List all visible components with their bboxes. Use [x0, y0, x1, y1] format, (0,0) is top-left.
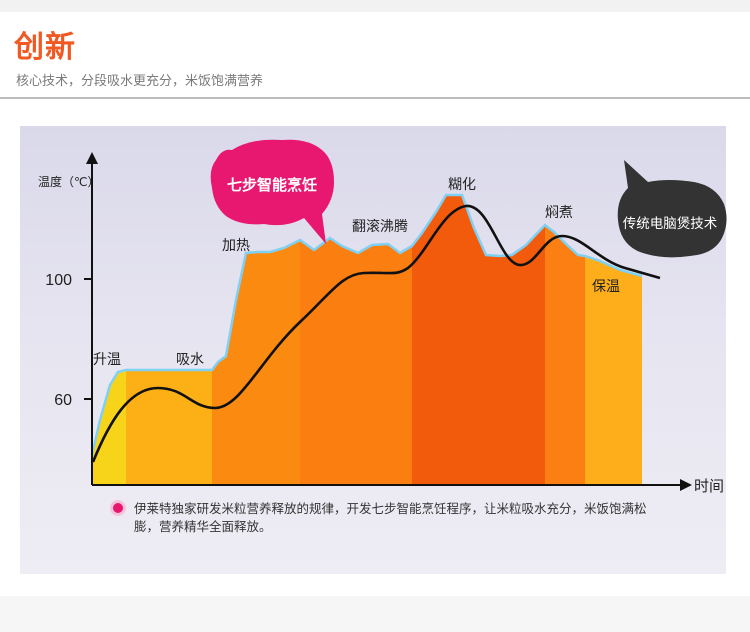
stage-label-rise: 升温 — [93, 352, 121, 368]
y-tick-label-100: 100 — [45, 272, 72, 289]
stage-label-boil: 翻滚沸腾 — [352, 218, 408, 235]
temperature-outline — [90, 193, 643, 456]
stage-area-simmer — [545, 225, 585, 484]
pink-bubble-text: 七步智能烹饪 — [227, 176, 317, 194]
pink-bubble: 七步智能烹饪 — [210, 139, 334, 244]
stage-area-boil — [300, 238, 412, 484]
x-axis-label: 时间 — [694, 477, 724, 495]
dark-bubble: 传统电脑煲技术 — [617, 160, 727, 258]
stage-label-heat: 加热 — [222, 238, 250, 254]
y-axis-arrow — [86, 152, 98, 164]
chart-caption: 伊莱特独家研发米粒营养释放的规律，开发七步智能烹饪程序，让米粒吸水充分，米饭饱满… — [134, 501, 647, 534]
bottom-band — [0, 596, 750, 632]
dark-bubble-text: 传统电脑煲技术 — [623, 215, 718, 232]
y-tick-label-60: 60 — [54, 392, 72, 409]
page-subtitle: 核心技术，分段吸水更充分，米饭饱满营养 — [16, 74, 264, 89]
bullet-icon — [113, 503, 123, 513]
stage-label-keepwarm: 保温 — [592, 279, 620, 295]
stage-area-gelatinize — [412, 195, 545, 484]
header-divider — [0, 97, 750, 99]
stage-label-absorb: 吸水 — [176, 352, 204, 368]
stage-area-keepwarm — [585, 256, 642, 484]
page-title: 创新 — [14, 30, 76, 65]
x-axis-arrow — [680, 479, 692, 491]
stage-area-absorb — [126, 370, 212, 484]
stage-area-heat — [212, 240, 300, 484]
y-axis-label: 温度（℃） — [38, 174, 99, 189]
traditional-curve — [91, 204, 661, 463]
top-band — [0, 0, 750, 12]
stage-label-gelatinize: 糊化 — [448, 177, 476, 193]
stage-label-simmer: 焖煮 — [545, 205, 573, 221]
